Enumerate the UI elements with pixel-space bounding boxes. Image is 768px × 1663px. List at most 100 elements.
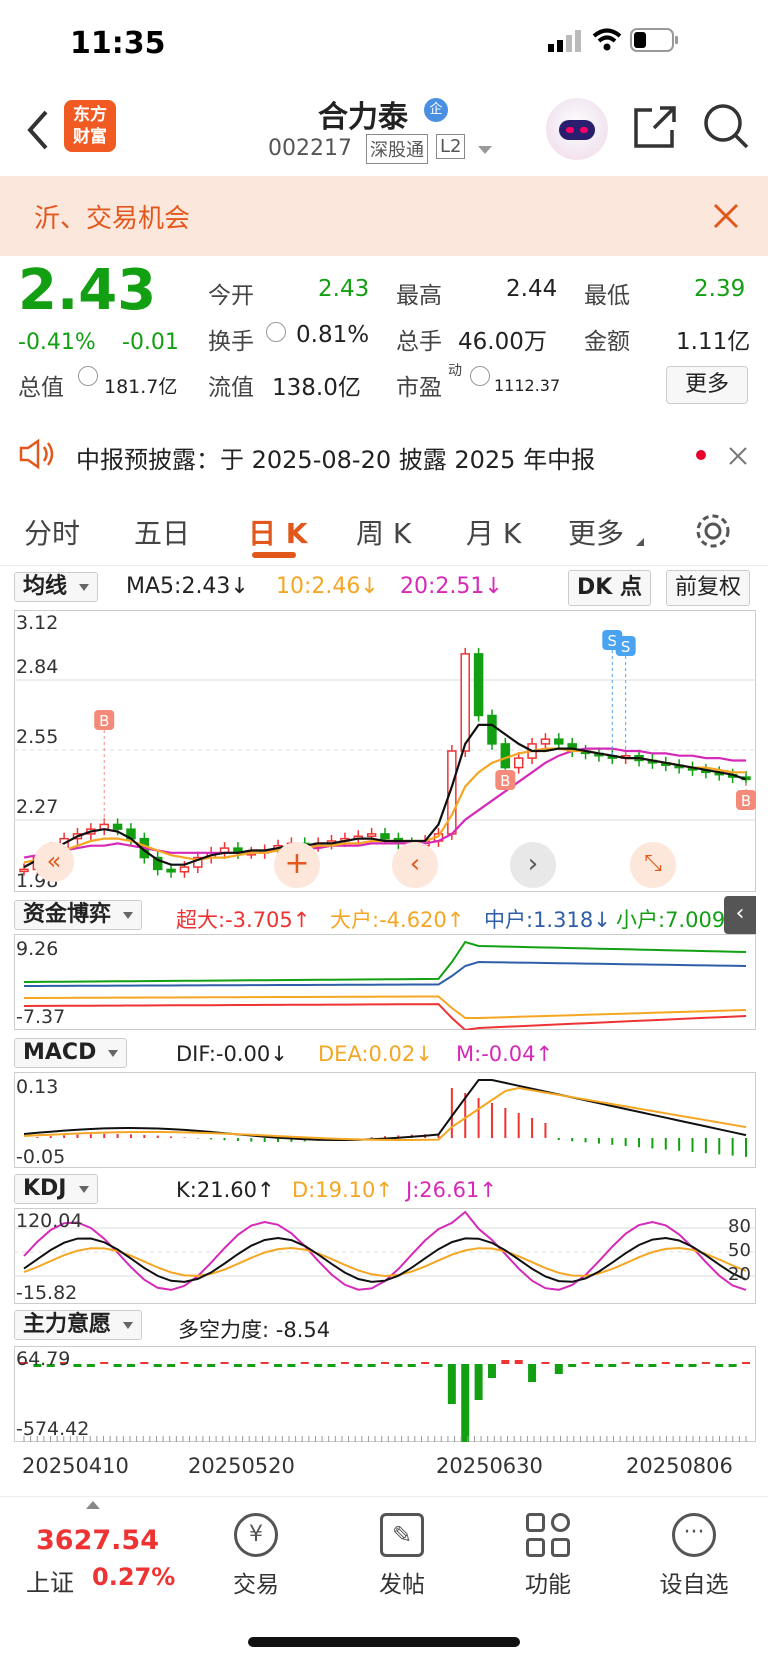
macd-selector-label: MACD [23, 1040, 97, 1065]
candle-body [540, 738, 551, 745]
kdj-selector[interactable]: KDJ [14, 1174, 98, 1204]
candlestick-chart[interactable]: B B S S B [14, 610, 756, 892]
battery-icon [630, 28, 678, 52]
candle-body [366, 833, 377, 838]
panel-frame [14, 1346, 756, 1442]
main-force-selector-label: 主力意愿 [23, 1312, 112, 1337]
date-tick-2: 20250630 [436, 1454, 543, 1478]
force-bar [300, 1362, 309, 1364]
force-bar [554, 1364, 563, 1374]
chevron-down-icon [78, 1185, 89, 1193]
info-icon[interactable] [78, 366, 98, 386]
ma-selector[interactable]: 均线 [14, 572, 99, 602]
change-percent: -0.41% [18, 330, 96, 355]
dif-line [23, 1079, 747, 1141]
tab-intraday[interactable]: 分时 [24, 517, 81, 550]
super-line [23, 1003, 747, 1030]
amount-value: 1.11亿 [676, 329, 751, 355]
force-bar [73, 1364, 82, 1367]
j-line [23, 1210, 747, 1291]
dk-point-button[interactable]: DK 点 [568, 570, 651, 606]
active-tab-indicator [252, 552, 296, 558]
l2-tag: L2 [436, 134, 466, 159]
share-icon[interactable] [632, 104, 678, 150]
last-price: 2.43 [18, 258, 157, 323]
price-tick-0: 3.12 [16, 612, 59, 634]
kdj-80: 80 [728, 1216, 751, 1237]
search-icon[interactable] [702, 102, 750, 150]
close-icon[interactable] [728, 446, 748, 466]
close-icon[interactable] [712, 202, 740, 230]
k-line [23, 1236, 747, 1283]
float-value: 138.0亿 [272, 375, 361, 401]
capital-chart [14, 934, 756, 1030]
app-logo[interactable]: 东方 财富 [64, 100, 116, 152]
force-bar [86, 1364, 95, 1367]
gear-icon[interactable] [694, 512, 732, 550]
macd-chart [14, 1072, 756, 1168]
post-button[interactable]: ✎ 发帖 [352, 1513, 452, 1599]
chevron-down-icon [123, 1321, 134, 1329]
ma5-line [23, 723, 747, 869]
stock-code: 002217 [268, 136, 352, 161]
force-bar [247, 1364, 256, 1367]
kdj-axis-top: 120.04 [16, 1210, 83, 1232]
prev-icon[interactable]: ‹ [392, 842, 438, 888]
trade-marker [495, 770, 516, 790]
force-bar [207, 1364, 216, 1367]
add-watchlist-button[interactable]: ··· 设自选 [644, 1513, 744, 1599]
force-bar [594, 1364, 603, 1367]
force-bar [113, 1364, 122, 1367]
opportunity-banner[interactable]: 沂、交易机会 [0, 176, 768, 256]
open-value: 2.43 [318, 276, 370, 302]
k-label: K:21.60↑ [176, 1178, 275, 1202]
chevron-down-icon [123, 911, 134, 919]
expand-up-icon[interactable] [86, 1501, 100, 1509]
function-label: 功能 [525, 1572, 571, 1598]
function-button[interactable]: 功能 [498, 1513, 598, 1599]
d-label: D:19.10↑ [292, 1178, 393, 1202]
price-tick-3: 2.27 [16, 796, 59, 818]
main-force-selector[interactable]: 主力意愿 [14, 1310, 143, 1340]
info-icon[interactable] [266, 322, 286, 342]
tab-monthly-k[interactable]: 月 K [466, 517, 522, 550]
adjust-button[interactable]: 前复权 [666, 570, 751, 606]
macd-selector[interactable]: MACD [14, 1038, 128, 1068]
macd-axis-top: 0.13 [16, 1076, 59, 1098]
force-bar [126, 1364, 135, 1367]
zoom-in-icon[interactable]: + [274, 842, 320, 888]
panel-frame [14, 1072, 756, 1168]
force-bar [581, 1362, 590, 1364]
tab-more[interactable]: 更多 [568, 517, 625, 550]
chevron-down-icon[interactable] [478, 146, 492, 154]
robot-avatar-icon[interactable] [546, 98, 608, 160]
next-icon[interactable]: › [510, 842, 556, 888]
trade-button[interactable]: ¥ 交易 [206, 1513, 306, 1599]
index-value[interactable]: 3627.54 [36, 1525, 159, 1556]
tab-weekly-k[interactable]: 周 K [356, 517, 412, 550]
info-icon[interactable] [470, 366, 490, 386]
tab-five-day[interactable]: 五日 [134, 517, 191, 550]
back-icon[interactable] [24, 108, 52, 152]
tab-daily-k[interactable]: 日 K [248, 517, 308, 550]
chevron-down-icon [108, 1049, 119, 1057]
main-force-axis-top: 64.79 [16, 1348, 71, 1370]
price-tick-1: 2.84 [16, 656, 59, 678]
super-large-label: 超大:-3.705↑ [176, 908, 311, 932]
more-button[interactable]: 更多 [666, 366, 748, 404]
chevron-down-icon [79, 583, 90, 591]
status-bar: 11:35 [0, 0, 768, 88]
trade-marker [94, 710, 115, 730]
turnover-label: 换手 [208, 329, 254, 355]
force-bar [461, 1364, 470, 1442]
panel-frame [14, 610, 756, 892]
rewind-icon[interactable]: « [34, 842, 74, 882]
notice-bar[interactable]: 中报预披露：于 2025-08-20 披露 2025 年中报 [0, 420, 768, 488]
panel-frame [14, 1208, 756, 1304]
force-bar [474, 1364, 483, 1400]
trade-marker [736, 790, 756, 810]
collapse-icon[interactable]: ‹ [724, 896, 756, 934]
capital-selector[interactable]: 资金博弈 [14, 900, 143, 930]
force-bar [487, 1364, 496, 1378]
fullscreen-icon[interactable]: ⤡ [630, 842, 676, 888]
